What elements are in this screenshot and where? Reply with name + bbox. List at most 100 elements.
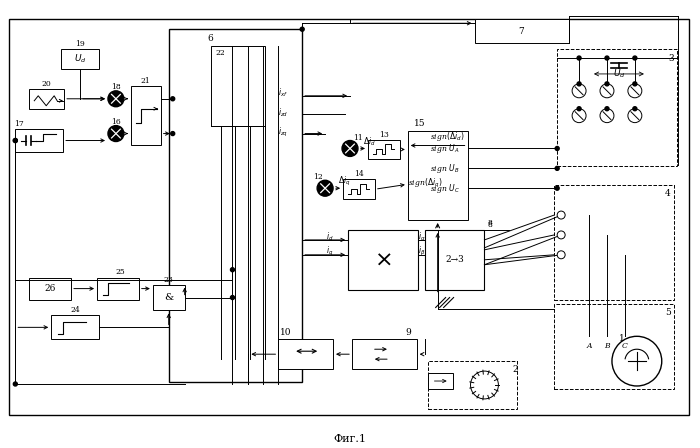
Text: 8: 8 bbox=[487, 219, 492, 227]
Text: 15: 15 bbox=[414, 119, 426, 128]
Text: sign $U_A$: sign $U_A$ bbox=[430, 142, 459, 155]
Bar bbox=[211, 46, 265, 125]
Bar bbox=[557, 49, 677, 166]
Text: &: & bbox=[164, 293, 174, 302]
Text: $i_\alpha$: $i_\alpha$ bbox=[418, 231, 426, 243]
Circle shape bbox=[572, 84, 586, 98]
Circle shape bbox=[171, 97, 175, 101]
Text: 3: 3 bbox=[668, 53, 673, 63]
Bar bbox=[29, 278, 71, 300]
Text: sign $U_C$: sign $U_C$ bbox=[430, 182, 460, 195]
Circle shape bbox=[555, 186, 559, 190]
Text: $i_{xf}$: $i_{xf}$ bbox=[279, 86, 288, 99]
Text: 11: 11 bbox=[353, 134, 363, 142]
Text: $i_d$: $i_d$ bbox=[326, 231, 333, 243]
Circle shape bbox=[557, 231, 565, 239]
Bar bbox=[97, 278, 139, 300]
Circle shape bbox=[577, 56, 581, 60]
Bar bbox=[169, 29, 302, 382]
Circle shape bbox=[628, 84, 642, 98]
Text: $i_{zq}$: $i_{zq}$ bbox=[279, 126, 288, 139]
Text: $U_d$: $U_d$ bbox=[612, 68, 625, 80]
Text: 9: 9 bbox=[405, 328, 411, 337]
Text: sign$(\Delta i_d)$: sign$(\Delta i_d)$ bbox=[430, 130, 464, 143]
Bar bbox=[475, 19, 569, 43]
Text: 8: 8 bbox=[487, 221, 492, 229]
Text: 19: 19 bbox=[75, 40, 85, 48]
Circle shape bbox=[600, 109, 614, 123]
Circle shape bbox=[108, 125, 124, 142]
Text: 23: 23 bbox=[164, 276, 174, 284]
Circle shape bbox=[230, 268, 235, 271]
Circle shape bbox=[577, 107, 581, 111]
Text: 21: 21 bbox=[141, 77, 150, 85]
Text: $i_\beta$: $i_\beta$ bbox=[418, 245, 425, 258]
Bar bbox=[343, 179, 375, 199]
Circle shape bbox=[605, 107, 609, 111]
Bar bbox=[9, 19, 689, 415]
Circle shape bbox=[317, 180, 333, 196]
Text: 2: 2 bbox=[512, 365, 518, 374]
Text: 25: 25 bbox=[115, 268, 125, 276]
Circle shape bbox=[572, 109, 586, 123]
Text: 12: 12 bbox=[314, 173, 323, 181]
Text: 10: 10 bbox=[279, 328, 291, 337]
Text: 6: 6 bbox=[208, 34, 213, 43]
Circle shape bbox=[633, 82, 637, 86]
Circle shape bbox=[557, 251, 565, 259]
Circle shape bbox=[600, 84, 614, 98]
Text: 2→3: 2→3 bbox=[445, 255, 464, 264]
Text: $i_{zd}$: $i_{zd}$ bbox=[279, 107, 288, 119]
Circle shape bbox=[300, 27, 304, 31]
Bar bbox=[29, 89, 64, 109]
Text: 1: 1 bbox=[619, 334, 625, 343]
Bar bbox=[153, 284, 185, 310]
Bar bbox=[408, 130, 468, 220]
Bar bbox=[15, 129, 63, 152]
Text: 26: 26 bbox=[45, 284, 56, 293]
Text: A: A bbox=[587, 342, 592, 350]
Circle shape bbox=[605, 56, 609, 60]
Bar bbox=[428, 361, 517, 409]
Text: 22: 22 bbox=[216, 49, 225, 57]
Circle shape bbox=[171, 132, 175, 136]
Circle shape bbox=[342, 141, 358, 156]
Circle shape bbox=[633, 56, 637, 60]
Bar bbox=[279, 339, 333, 369]
Text: C: C bbox=[622, 342, 628, 350]
Bar bbox=[352, 339, 416, 369]
Text: 13: 13 bbox=[379, 130, 389, 138]
Bar bbox=[61, 49, 99, 69]
Circle shape bbox=[555, 146, 559, 151]
Bar bbox=[368, 139, 400, 159]
Circle shape bbox=[557, 211, 565, 219]
Text: $i_q$: $i_q$ bbox=[326, 245, 333, 258]
Text: 20: 20 bbox=[41, 80, 51, 88]
Text: B: B bbox=[604, 342, 610, 350]
Bar bbox=[51, 315, 99, 339]
Text: $\Delta i_q$: $\Delta i_q$ bbox=[338, 175, 351, 188]
Circle shape bbox=[13, 138, 18, 142]
Text: $\times$: $\times$ bbox=[374, 249, 392, 271]
Text: 5: 5 bbox=[665, 308, 671, 317]
Text: $\Delta i_d$: $\Delta i_d$ bbox=[363, 135, 376, 148]
Circle shape bbox=[555, 166, 559, 170]
Circle shape bbox=[13, 138, 18, 142]
Circle shape bbox=[230, 296, 235, 300]
Text: 18: 18 bbox=[111, 83, 121, 91]
Circle shape bbox=[633, 107, 637, 111]
Circle shape bbox=[13, 382, 18, 386]
Bar bbox=[428, 373, 453, 389]
Bar bbox=[554, 185, 673, 300]
Text: sign$(\Delta i_q)$: sign$(\Delta i_q)$ bbox=[408, 177, 442, 190]
Circle shape bbox=[470, 371, 498, 399]
Text: 17: 17 bbox=[15, 120, 24, 128]
Text: 4: 4 bbox=[665, 189, 671, 198]
Bar bbox=[425, 230, 484, 289]
Circle shape bbox=[628, 109, 642, 123]
Circle shape bbox=[605, 82, 609, 86]
Text: $U_d$: $U_d$ bbox=[74, 53, 86, 65]
Circle shape bbox=[612, 336, 661, 386]
Text: 16: 16 bbox=[111, 118, 121, 125]
Bar bbox=[348, 230, 418, 289]
